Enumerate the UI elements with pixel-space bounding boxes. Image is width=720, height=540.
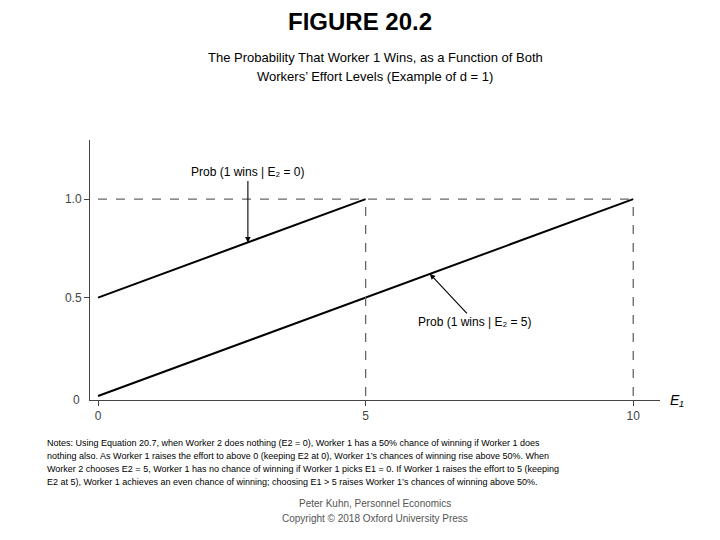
svg-text:0: 0 bbox=[95, 409, 102, 423]
svg-text:0: 0 bbox=[73, 393, 80, 407]
svg-text:1.0: 1.0 bbox=[65, 192, 82, 206]
svg-text:FIGURE 20.2: FIGURE 20.2 bbox=[288, 8, 432, 35]
svg-text:10: 10 bbox=[627, 409, 641, 423]
svg-text:E₁: E₁ bbox=[670, 392, 684, 408]
svg-text:Prob (1 wins | E₂ = 0): Prob (1 wins | E₂ = 0) bbox=[191, 165, 304, 179]
svg-text:5: 5 bbox=[362, 409, 369, 423]
svg-text:E2 at 5), Worker 1 achieves an: E2 at 5), Worker 1 achieves an even chan… bbox=[47, 477, 538, 487]
svg-text:Prob (1 wins | E₂ = 5): Prob (1 wins | E₂ = 5) bbox=[418, 315, 531, 329]
svg-text:The Probability That Worker 1: The Probability That Worker 1 Wins, as a… bbox=[208, 50, 543, 65]
svg-text:Peter Kuhn, Personnel Economic: Peter Kuhn, Personnel Economics bbox=[299, 498, 451, 509]
svg-text:Notes: Using Equation 20.7, wh: Notes: Using Equation 20.7, when Worker … bbox=[47, 438, 540, 448]
svg-text:Workers’ Effort Levels (Exampl: Workers’ Effort Levels (Example of d = 1… bbox=[257, 69, 493, 84]
svg-text:0.5: 0.5 bbox=[65, 291, 82, 305]
svg-text:Copyright © 2018 Oxford Univer: Copyright © 2018 Oxford University Press bbox=[282, 513, 468, 524]
svg-text:nothing also. As Worker 1 rais: nothing also. As Worker 1 raises the eff… bbox=[47, 451, 549, 461]
svg-text:Worker 2 chooses E2 = 5, Worke: Worker 2 chooses E2 = 5, Worker 1 has no… bbox=[47, 464, 559, 474]
